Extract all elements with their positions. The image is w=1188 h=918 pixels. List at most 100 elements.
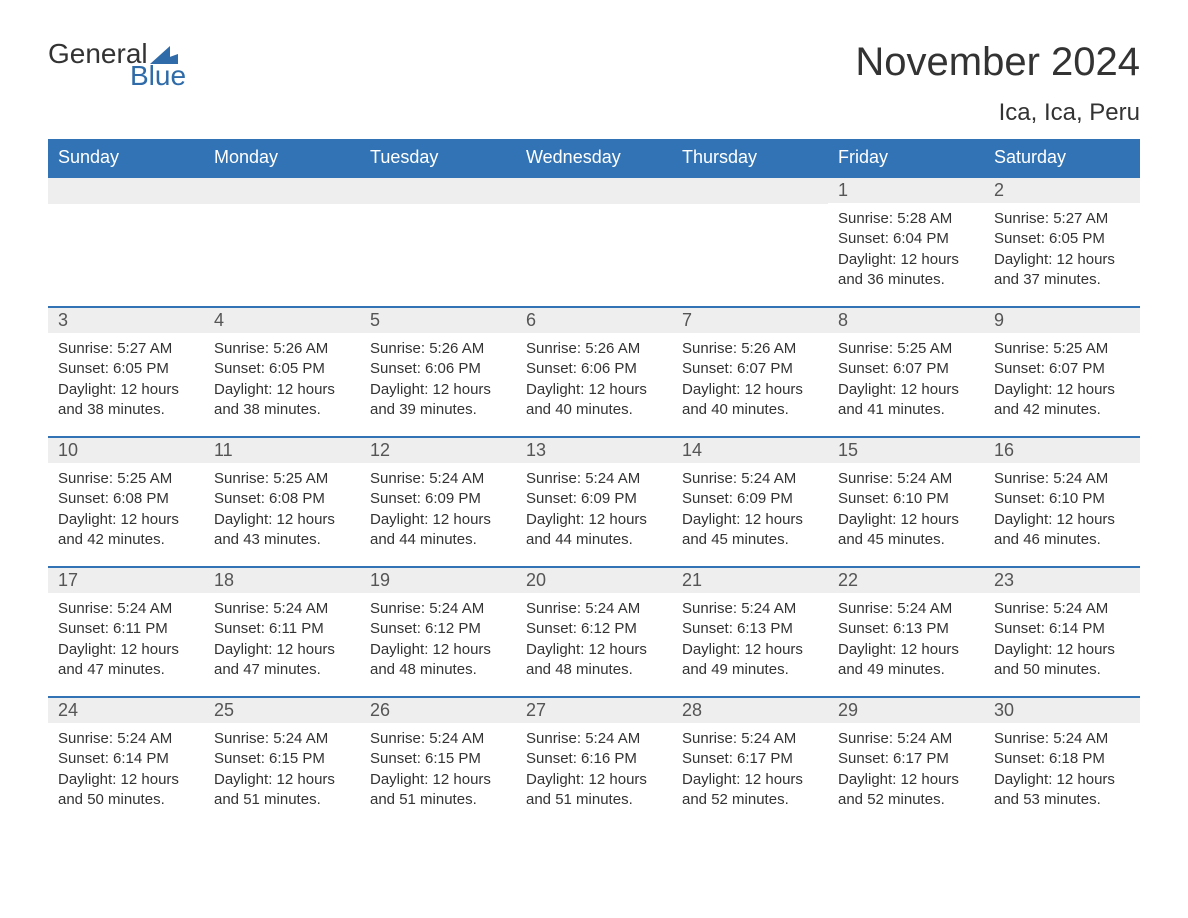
daylight-text: Daylight: 12 hours and 38 minutes. bbox=[58, 380, 194, 421]
day-cell: 6Sunrise: 5:26 AMSunset: 6:06 PMDaylight… bbox=[516, 308, 672, 436]
sunset-text: Sunset: 6:13 PM bbox=[682, 619, 818, 639]
sunset-text: Sunset: 6:08 PM bbox=[214, 489, 350, 509]
daylight-text: Daylight: 12 hours and 48 minutes. bbox=[526, 640, 662, 681]
day-details: Sunrise: 5:26 AMSunset: 6:05 PMDaylight:… bbox=[204, 333, 360, 430]
daylight-text: Daylight: 12 hours and 51 minutes. bbox=[526, 770, 662, 811]
sunset-text: Sunset: 6:05 PM bbox=[214, 359, 350, 379]
daylight-text: Daylight: 12 hours and 39 minutes. bbox=[370, 380, 506, 421]
month-title: November 2024 bbox=[855, 40, 1140, 85]
day-cell bbox=[360, 178, 516, 306]
daylight-text: Daylight: 12 hours and 45 minutes. bbox=[838, 510, 974, 551]
day-cell: 25Sunrise: 5:24 AMSunset: 6:15 PMDayligh… bbox=[204, 698, 360, 826]
sunrise-text: Sunrise: 5:26 AM bbox=[214, 339, 350, 359]
day-number: 1 bbox=[828, 178, 984, 203]
calendar-body: 1Sunrise: 5:28 AMSunset: 6:04 PMDaylight… bbox=[48, 176, 1140, 826]
sunset-text: Sunset: 6:11 PM bbox=[214, 619, 350, 639]
day-cell: 26Sunrise: 5:24 AMSunset: 6:15 PMDayligh… bbox=[360, 698, 516, 826]
day-cell: 12Sunrise: 5:24 AMSunset: 6:09 PMDayligh… bbox=[360, 438, 516, 566]
sunrise-text: Sunrise: 5:28 AM bbox=[838, 209, 974, 229]
day-details: Sunrise: 5:24 AMSunset: 6:12 PMDaylight:… bbox=[516, 593, 672, 690]
day-details: Sunrise: 5:24 AMSunset: 6:09 PMDaylight:… bbox=[672, 463, 828, 560]
day-number bbox=[204, 178, 360, 204]
day-details: Sunrise: 5:26 AMSunset: 6:06 PMDaylight:… bbox=[360, 333, 516, 430]
sunset-text: Sunset: 6:13 PM bbox=[838, 619, 974, 639]
day-number: 27 bbox=[516, 698, 672, 723]
day-cell: 13Sunrise: 5:24 AMSunset: 6:09 PMDayligh… bbox=[516, 438, 672, 566]
day-cell: 22Sunrise: 5:24 AMSunset: 6:13 PMDayligh… bbox=[828, 568, 984, 696]
day-number: 8 bbox=[828, 308, 984, 333]
day-cell bbox=[48, 178, 204, 306]
day-number: 24 bbox=[48, 698, 204, 723]
day-details: Sunrise: 5:25 AMSunset: 6:08 PMDaylight:… bbox=[48, 463, 204, 560]
day-number: 3 bbox=[48, 308, 204, 333]
day-details: Sunrise: 5:26 AMSunset: 6:07 PMDaylight:… bbox=[672, 333, 828, 430]
day-number: 26 bbox=[360, 698, 516, 723]
day-details: Sunrise: 5:25 AMSunset: 6:07 PMDaylight:… bbox=[828, 333, 984, 430]
day-cell: 1Sunrise: 5:28 AMSunset: 6:04 PMDaylight… bbox=[828, 178, 984, 306]
day-number: 29 bbox=[828, 698, 984, 723]
daylight-text: Daylight: 12 hours and 50 minutes. bbox=[994, 640, 1130, 681]
day-cell bbox=[672, 178, 828, 306]
weekday-header: Monday bbox=[204, 139, 360, 176]
week-row: 10Sunrise: 5:25 AMSunset: 6:08 PMDayligh… bbox=[48, 436, 1140, 566]
day-number: 11 bbox=[204, 438, 360, 463]
weekday-header: Sunday bbox=[48, 139, 204, 176]
sunset-text: Sunset: 6:04 PM bbox=[838, 229, 974, 249]
title-block: November 2024 Ica, Ica, Peru bbox=[855, 40, 1140, 127]
sunset-text: Sunset: 6:17 PM bbox=[838, 749, 974, 769]
day-number: 19 bbox=[360, 568, 516, 593]
sunset-text: Sunset: 6:09 PM bbox=[526, 489, 662, 509]
day-number: 13 bbox=[516, 438, 672, 463]
daylight-text: Daylight: 12 hours and 42 minutes. bbox=[58, 510, 194, 551]
daylight-text: Daylight: 12 hours and 40 minutes. bbox=[526, 380, 662, 421]
sunset-text: Sunset: 6:09 PM bbox=[682, 489, 818, 509]
daylight-text: Daylight: 12 hours and 37 minutes. bbox=[994, 250, 1130, 291]
day-number: 22 bbox=[828, 568, 984, 593]
sunrise-text: Sunrise: 5:24 AM bbox=[370, 729, 506, 749]
day-details: Sunrise: 5:27 AMSunset: 6:05 PMDaylight:… bbox=[48, 333, 204, 430]
day-number bbox=[360, 178, 516, 204]
weekday-header: Tuesday bbox=[360, 139, 516, 176]
day-cell: 27Sunrise: 5:24 AMSunset: 6:16 PMDayligh… bbox=[516, 698, 672, 826]
day-number: 2 bbox=[984, 178, 1140, 203]
day-details: Sunrise: 5:28 AMSunset: 6:04 PMDaylight:… bbox=[828, 203, 984, 300]
day-number: 9 bbox=[984, 308, 1140, 333]
day-details: Sunrise: 5:24 AMSunset: 6:10 PMDaylight:… bbox=[828, 463, 984, 560]
day-number: 5 bbox=[360, 308, 516, 333]
sunset-text: Sunset: 6:14 PM bbox=[58, 749, 194, 769]
day-cell bbox=[516, 178, 672, 306]
sunrise-text: Sunrise: 5:24 AM bbox=[682, 729, 818, 749]
sunset-text: Sunset: 6:12 PM bbox=[370, 619, 506, 639]
day-details: Sunrise: 5:24 AMSunset: 6:14 PMDaylight:… bbox=[984, 593, 1140, 690]
sunset-text: Sunset: 6:07 PM bbox=[682, 359, 818, 379]
day-number: 18 bbox=[204, 568, 360, 593]
day-number: 10 bbox=[48, 438, 204, 463]
day-details: Sunrise: 5:24 AMSunset: 6:10 PMDaylight:… bbox=[984, 463, 1140, 560]
day-cell: 24Sunrise: 5:24 AMSunset: 6:14 PMDayligh… bbox=[48, 698, 204, 826]
week-row: 24Sunrise: 5:24 AMSunset: 6:14 PMDayligh… bbox=[48, 696, 1140, 826]
day-cell: 10Sunrise: 5:25 AMSunset: 6:08 PMDayligh… bbox=[48, 438, 204, 566]
day-details: Sunrise: 5:24 AMSunset: 6:14 PMDaylight:… bbox=[48, 723, 204, 820]
sunrise-text: Sunrise: 5:24 AM bbox=[214, 729, 350, 749]
day-number bbox=[48, 178, 204, 204]
sunrise-text: Sunrise: 5:24 AM bbox=[58, 729, 194, 749]
day-details: Sunrise: 5:24 AMSunset: 6:15 PMDaylight:… bbox=[204, 723, 360, 820]
daylight-text: Daylight: 12 hours and 38 minutes. bbox=[214, 380, 350, 421]
sunrise-text: Sunrise: 5:24 AM bbox=[370, 469, 506, 489]
daylight-text: Daylight: 12 hours and 49 minutes. bbox=[682, 640, 818, 681]
sunset-text: Sunset: 6:07 PM bbox=[994, 359, 1130, 379]
day-cell: 18Sunrise: 5:24 AMSunset: 6:11 PMDayligh… bbox=[204, 568, 360, 696]
day-number: 28 bbox=[672, 698, 828, 723]
weekday-header: Saturday bbox=[984, 139, 1140, 176]
day-cell bbox=[204, 178, 360, 306]
day-cell: 28Sunrise: 5:24 AMSunset: 6:17 PMDayligh… bbox=[672, 698, 828, 826]
daylight-text: Daylight: 12 hours and 52 minutes. bbox=[682, 770, 818, 811]
day-details: Sunrise: 5:24 AMSunset: 6:17 PMDaylight:… bbox=[672, 723, 828, 820]
sunrise-text: Sunrise: 5:24 AM bbox=[526, 729, 662, 749]
day-number bbox=[516, 178, 672, 204]
sunrise-text: Sunrise: 5:25 AM bbox=[58, 469, 194, 489]
day-details: Sunrise: 5:24 AMSunset: 6:11 PMDaylight:… bbox=[48, 593, 204, 690]
day-cell: 20Sunrise: 5:24 AMSunset: 6:12 PMDayligh… bbox=[516, 568, 672, 696]
day-details: Sunrise: 5:24 AMSunset: 6:15 PMDaylight:… bbox=[360, 723, 516, 820]
sunset-text: Sunset: 6:10 PM bbox=[994, 489, 1130, 509]
